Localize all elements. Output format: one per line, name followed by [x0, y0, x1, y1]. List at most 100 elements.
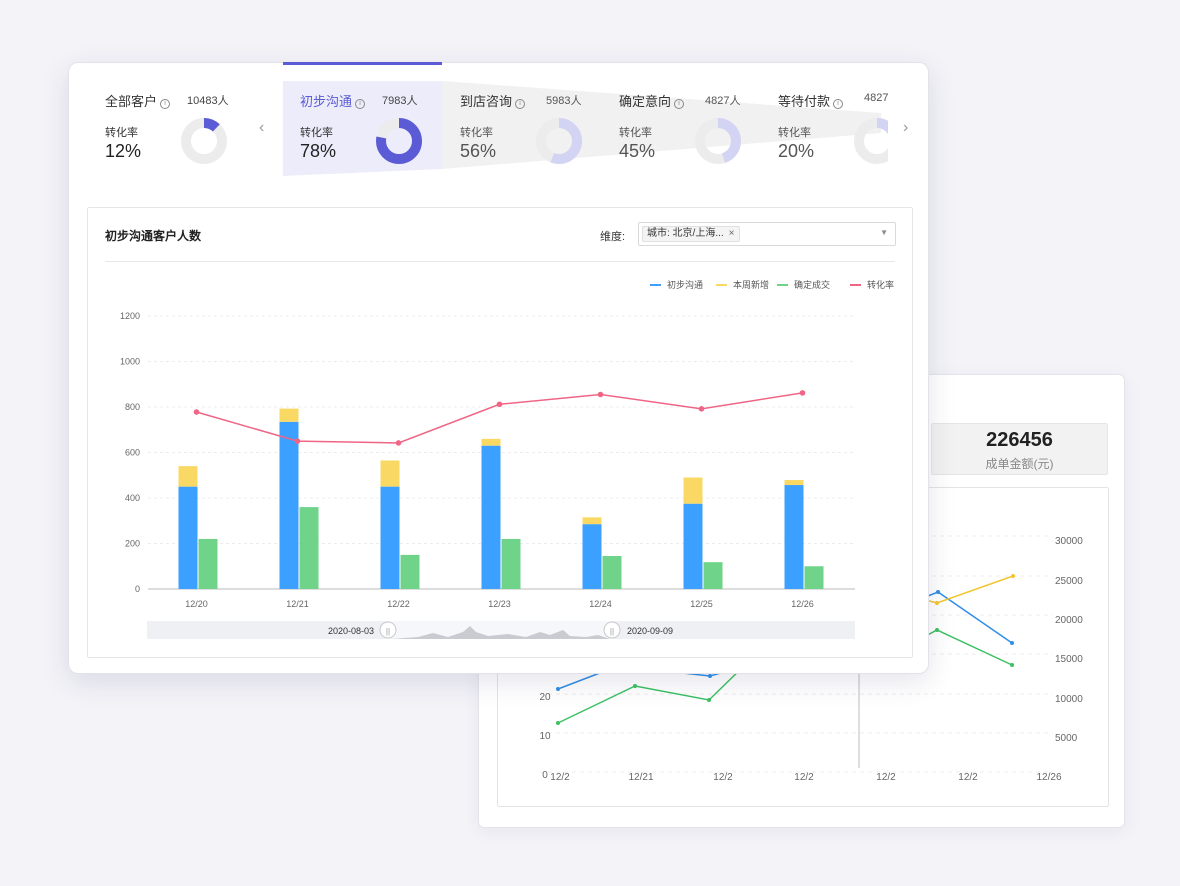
x-tick-label: 12/26 — [1036, 772, 1061, 783]
chart-panel: 初步沟通客户人数 维度: 城市: 北京/上海... × ▼ 0 200 400 600 8… — [87, 207, 913, 658]
y-left-tick-label: 20 — [539, 692, 551, 703]
x-tick-label: 12/22 — [387, 599, 410, 609]
x-tick-label: 12/25 — [690, 599, 713, 609]
series-line — [917, 575, 1014, 604]
y-left-tick-label: 10 — [539, 731, 551, 742]
legend-label: 本周新增 — [733, 279, 769, 290]
bar-本周新增 — [380, 460, 400, 487]
dimension-label: 维度: — [600, 231, 626, 243]
series-point — [708, 674, 712, 678]
x-tick-label: 12/2 — [713, 772, 733, 783]
deal-amount-label: 成单金额(元) — [985, 457, 1054, 471]
x-tick-label: 12/2 — [794, 772, 814, 783]
bar-确定成交 — [400, 554, 420, 589]
stage-rate: 56% — [460, 141, 497, 161]
chevron-right-icon[interactable]: › — [903, 119, 909, 136]
y-tick-label: 1200 — [120, 311, 140, 321]
y-right-tick-label: 5000 — [1055, 733, 1078, 744]
deal-amount-value: 226456 — [986, 429, 1053, 451]
x-tick-label: 12/21 — [628, 772, 653, 783]
x-tick-label: 12/21 — [286, 599, 309, 609]
donut-arc — [376, 118, 422, 164]
zoom-end-label: 2020-09-09 — [627, 626, 673, 636]
stage-donut-chart — [695, 118, 741, 164]
bar-本周新增 — [279, 408, 299, 422]
close-icon[interactable]: × — [728, 228, 735, 239]
stage-store-consult[interactable]: 到店咨询 i 5983人 转化率 56% — [460, 91, 610, 171]
stage-donut-chart — [854, 118, 888, 164]
chevron-left-icon[interactable]: ‹ — [259, 119, 265, 136]
bar-初步沟通 — [380, 486, 400, 589]
y-left-tick-label: 0 — [542, 770, 548, 781]
line-point — [294, 438, 301, 444]
info-icon: i — [833, 99, 844, 109]
series-point — [707, 698, 711, 702]
dimension-select[interactable]: 城市: 北京/上海... × ▼ — [638, 222, 896, 246]
bar-初步沟通 — [279, 421, 299, 589]
stage-rate-label: 转化率 — [460, 127, 493, 139]
bar-初步沟通 — [582, 524, 602, 589]
y-right-tick-label: 25000 — [1055, 576, 1083, 587]
stage-clip: 等待付款 i 4827 转化率 20% — [778, 63, 888, 193]
y-tick-label: 0 — [135, 584, 140, 594]
stage-name: 到店咨询 i — [460, 91, 526, 110]
info-icon: i — [515, 99, 526, 109]
info-icon: i — [355, 99, 366, 109]
y-tick-label: 200 — [125, 539, 140, 549]
x-tick-label: 12/20 — [185, 599, 208, 609]
y-right-tick-label: 10000 — [1055, 694, 1083, 705]
bar-确定成交 — [198, 538, 218, 589]
chevron-down-icon[interactable]: ▼ — [880, 228, 888, 237]
series-point — [633, 684, 637, 688]
stage-rate-label: 转化率 — [105, 127, 138, 139]
bar-本周新增 — [784, 480, 804, 486]
stage-name: 确定意向 i — [619, 91, 685, 110]
y-tick-label: 1000 — [120, 357, 140, 367]
zoom-sparkline — [391, 626, 610, 639]
bar-本周新增 — [582, 517, 602, 525]
stage-name: 等待付款 i — [778, 91, 844, 110]
funnel-background — [283, 81, 881, 176]
stage-count: 10483人 — [187, 95, 229, 107]
stage-rate: 78% — [300, 141, 337, 161]
zoom-handle-grip: || — [386, 627, 390, 636]
deal-amount-stat: 226456 成单金额(元) — [931, 423, 1108, 475]
series-point — [556, 721, 560, 725]
bar-确定成交 — [804, 566, 824, 589]
stage-donut-chart — [181, 118, 227, 164]
stage-count: 4827 — [864, 92, 888, 104]
stage-rate: 45% — [619, 141, 656, 161]
bar-本周新增 — [683, 477, 703, 504]
line-point — [698, 406, 705, 412]
stage-rate-label: 转化率 — [300, 127, 333, 139]
series-point — [935, 628, 939, 632]
stage-count: 5983人 — [546, 95, 582, 107]
stage-count: 7983人 — [382, 95, 418, 107]
series-point — [1010, 663, 1014, 667]
donut-arc — [536, 118, 582, 164]
stage-all-customers[interactable]: 全部客户 i 10483人 转化率 12% — [105, 91, 255, 171]
x-tick-label: 12/23 — [488, 599, 511, 609]
donut-arc — [695, 118, 741, 164]
bar-确定成交 — [703, 562, 723, 589]
dimension-tag: 城市: 北京/上海... × — [642, 226, 740, 242]
legend-label: 确定成交 — [794, 279, 830, 290]
x-tick-label: 12/2 — [958, 772, 978, 783]
x-tick-label: 12/24 — [589, 599, 612, 609]
stage-name: 全部客户 i — [105, 91, 171, 110]
stage-donut-chart — [376, 118, 422, 164]
stage-awaiting-payment[interactable]: 等待付款 i 4827 转化率 20% — [778, 91, 888, 171]
x-tick-label: 12/2 — [550, 772, 570, 783]
line-point — [799, 390, 806, 396]
stage-confirm-intent[interactable]: 确定意向 i 4827人 转化率 45% — [619, 91, 769, 171]
zoom-start-label: 2020-08-03 — [328, 626, 374, 636]
line-point — [193, 409, 200, 415]
series-point — [556, 687, 560, 691]
y-right-tick-label: 30000 — [1055, 536, 1083, 547]
bar-确定成交 — [602, 556, 622, 589]
bar-初步沟通 — [481, 445, 501, 589]
bar-本周新增 — [178, 466, 198, 487]
stage-count: 4827人 — [705, 95, 741, 107]
legend-label: 初步沟通 — [667, 279, 703, 290]
stage-initial-contact[interactable]: 初步沟通 i 7983人 转化率 78% — [300, 91, 450, 171]
